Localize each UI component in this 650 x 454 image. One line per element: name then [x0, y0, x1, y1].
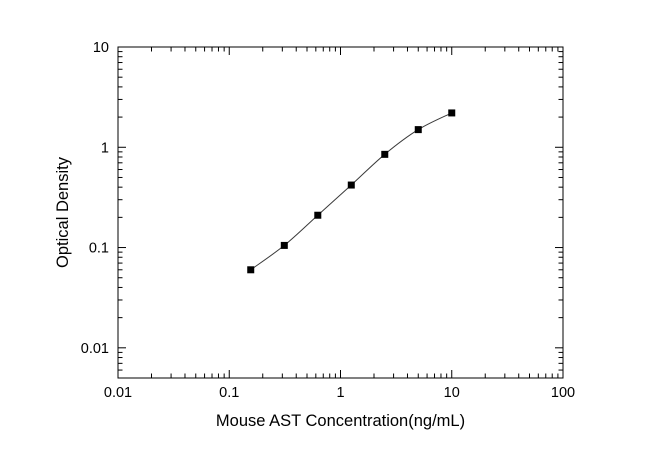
data-point-marker — [448, 109, 456, 117]
x-tick-label: 10 — [444, 385, 460, 401]
y-tick-label: 1 — [101, 140, 109, 156]
data-point-marker — [247, 266, 255, 274]
y-tick-label: 10 — [93, 40, 109, 56]
data-point-marker — [347, 181, 355, 189]
y-tick-label: 0.1 — [89, 241, 109, 257]
data-point-marker — [414, 126, 422, 134]
data-point-marker — [314, 211, 322, 219]
x-tick-label: 100 — [551, 385, 575, 401]
data-point-marker — [280, 241, 288, 249]
x-axis-label: Mouse AST Concentration(ng/mL) — [216, 412, 465, 430]
x-tick-label: 1 — [336, 385, 344, 401]
x-tick-label: 0.1 — [219, 385, 239, 401]
plot-border — [117, 46, 564, 379]
y-tick-label: 0.01 — [81, 341, 109, 357]
y-axis-label: Optical Density — [54, 156, 72, 268]
data-point-marker — [381, 150, 389, 158]
x-tick-label: 0.01 — [104, 385, 132, 401]
